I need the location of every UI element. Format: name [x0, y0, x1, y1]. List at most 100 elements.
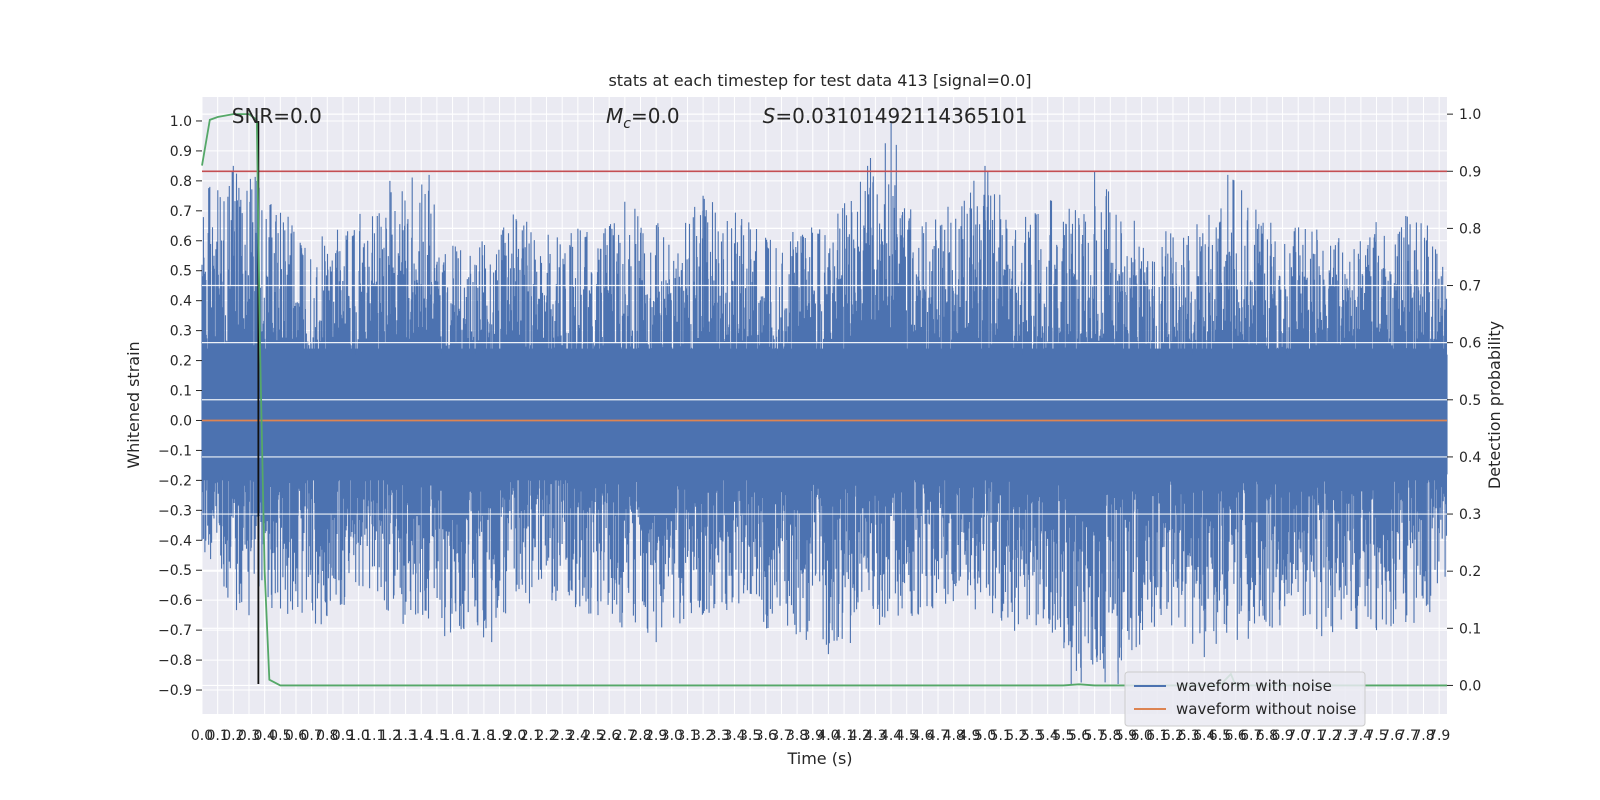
x-tick-label: 0.8 — [316, 728, 338, 744]
x-tick-label: 3.6 — [755, 728, 777, 744]
x-tick-label: 4.5 — [896, 728, 918, 744]
x-tick-label: 2.9 — [645, 728, 667, 744]
y-tick-label: −0.5 — [158, 563, 192, 579]
y-tick-label: −0.3 — [158, 503, 192, 519]
snr-annotation: SNR=0.0 — [232, 104, 322, 128]
x-tick-label: 7.5 — [1365, 728, 1387, 744]
x-tick-label: 4.4 — [880, 728, 902, 744]
x-tick-label: 1.7 — [457, 728, 479, 744]
x-tick-label: 7.3 — [1334, 728, 1356, 744]
x-tick-label: 6.0 — [1130, 728, 1152, 744]
x-tick-label: 6.7 — [1240, 728, 1262, 744]
x-tick-label: 5.1 — [990, 728, 1012, 744]
x-tick-label: 4.7 — [927, 728, 949, 744]
x-tick-label: 0.4 — [254, 728, 276, 744]
x-axis-label: Time (s) — [786, 749, 852, 768]
y-tick-label: 0.0 — [170, 413, 192, 429]
y-tick-label: −0.8 — [158, 653, 192, 669]
x-tick-label: 2.4 — [567, 728, 589, 744]
x-tick-label: 0.3 — [238, 728, 260, 744]
x-tick-label: 1.4 — [410, 728, 432, 744]
x-tick-label: 6.4 — [1193, 728, 1215, 744]
x-tick-label: 6.3 — [1177, 728, 1199, 744]
y-tick-label: 0.8 — [170, 174, 192, 190]
x-tick-label: 0.9 — [332, 728, 354, 744]
x-tick-label: 4.2 — [849, 728, 871, 744]
y-right-tick-label: 0.7 — [1459, 279, 1481, 295]
x-tick-label: 7.6 — [1381, 728, 1403, 744]
x-tick-label: 0.2 — [222, 728, 244, 744]
y-tick-label: 0.5 — [170, 264, 192, 280]
y-right-tick-label: 0.0 — [1459, 678, 1481, 694]
x-tick-label: 7.7 — [1397, 728, 1419, 744]
y-right-tick-label: 0.6 — [1459, 336, 1481, 352]
x-tick-label: 5.3 — [1021, 728, 1043, 744]
y-tick-label: −0.2 — [158, 473, 192, 489]
y-right-tick-label: 0.1 — [1459, 621, 1481, 637]
legend: waveform with noise waveform without noi… — [1124, 671, 1366, 727]
x-tick-label: 7.0 — [1287, 728, 1309, 744]
x-tick-label: 2.5 — [582, 728, 604, 744]
legend-box — [1124, 671, 1366, 727]
x-tick-label: 7.8 — [1412, 728, 1434, 744]
x-tick-label: 3.9 — [802, 728, 824, 744]
y-tick-label: −0.1 — [158, 443, 192, 459]
x-tick-label: 5.8 — [1099, 728, 1121, 744]
x-tick-label: 2.1 — [520, 728, 542, 744]
x-tick-label: 4.6 — [911, 728, 933, 744]
chirp-mass-annotation: Mc=0.0 — [606, 104, 680, 132]
y-tick-label: −0.9 — [158, 683, 192, 699]
y-tick-label: 0.7 — [170, 204, 192, 220]
x-tick-label: 1.5 — [426, 728, 448, 744]
x-tick-label: 1.9 — [488, 728, 510, 744]
x-tick-label: 1.8 — [473, 728, 495, 744]
x-tick-label: 5.6 — [1068, 728, 1090, 744]
x-tick-label: 5.7 — [1084, 728, 1106, 744]
x-tick-label: 3.3 — [708, 728, 730, 744]
x-tick-label: 5.0 — [974, 728, 996, 744]
x-tick-label: 2.0 — [504, 728, 526, 744]
y-tick-label: −0.7 — [158, 623, 192, 639]
x-tick-label: 3.4 — [723, 728, 745, 744]
x-tick-label: 6.8 — [1256, 728, 1278, 744]
x-tick-label: 1.6 — [441, 728, 463, 744]
x-tick-label: 7.9 — [1428, 728, 1450, 744]
x-tick-label: 3.7 — [770, 728, 792, 744]
x-tick-label: 5.5 — [1052, 728, 1074, 744]
x-tick-label: 1.0 — [347, 728, 369, 744]
y-axis-right-label: Detection probability — [1485, 321, 1504, 489]
axes-layer: 0.00.10.20.30.40.50.60.70.80.91.01.11.21… — [158, 107, 1481, 744]
y-right-tick-label: 0.8 — [1459, 221, 1481, 237]
y-tick-label: 0.3 — [170, 324, 192, 340]
x-tick-label: 1.2 — [379, 728, 401, 744]
x-tick-label: 6.9 — [1271, 728, 1293, 744]
y-tick-label: 0.9 — [170, 144, 192, 160]
x-tick-label: 0.5 — [269, 728, 291, 744]
x-tick-label: 4.3 — [864, 728, 886, 744]
y-right-tick-label: 0.4 — [1459, 450, 1481, 466]
x-tick-label: 4.0 — [817, 728, 839, 744]
y-right-tick-label: 0.9 — [1459, 164, 1481, 180]
x-tick-label: 6.1 — [1146, 728, 1168, 744]
y-tick-label: −0.6 — [158, 593, 192, 609]
x-tick-label: 0.7 — [300, 728, 322, 744]
y-tick-label: −0.4 — [158, 533, 192, 549]
x-tick-label: 2.7 — [614, 728, 636, 744]
x-tick-label: 7.2 — [1318, 728, 1340, 744]
x-tick-label: 6.5 — [1209, 728, 1231, 744]
score-annotation: S=0.03101492114365101 — [763, 104, 1028, 128]
x-tick-label: 3.1 — [676, 728, 698, 744]
x-tick-label: 6.2 — [1162, 728, 1184, 744]
y-tick-label: 0.4 — [170, 294, 192, 310]
x-tick-label: 0.1 — [207, 728, 229, 744]
x-tick-label: 3.5 — [739, 728, 761, 744]
series-layer — [201, 113, 1448, 687]
y-tick-label: 1.0 — [170, 114, 192, 130]
x-tick-label: 2.2 — [535, 728, 557, 744]
x-tick-label: 5.9 — [1115, 728, 1137, 744]
x-tick-label: 4.8 — [943, 728, 965, 744]
x-tick-label: 7.4 — [1350, 728, 1372, 744]
x-tick-label: 6.6 — [1224, 728, 1246, 744]
x-tick-label: 2.3 — [551, 728, 573, 744]
y-right-tick-label: 0.3 — [1459, 507, 1481, 523]
